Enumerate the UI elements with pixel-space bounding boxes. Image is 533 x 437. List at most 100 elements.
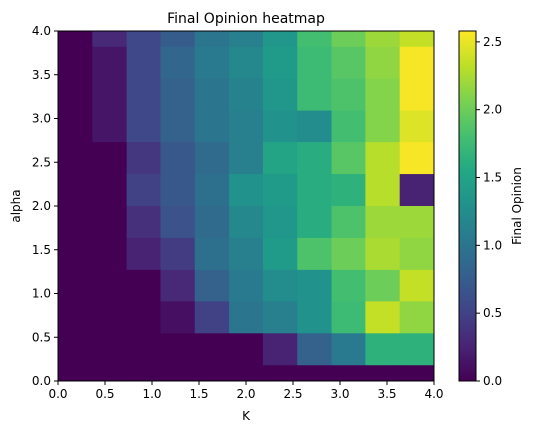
heatmap-cell — [92, 142, 128, 175]
heatmap-cell — [194, 269, 230, 302]
heatmap-cell — [92, 206, 128, 239]
heatmap-cell — [297, 174, 333, 207]
heatmap-cell — [399, 78, 434, 112]
heatmap-cell — [229, 31, 264, 48]
x-tick-label: 0.0 — [48, 387, 67, 401]
heatmap-cell — [331, 206, 366, 239]
heatmap-cell — [365, 206, 401, 239]
heatmap-cell — [297, 31, 333, 48]
colorbar-tick-label: 1.5 — [483, 171, 502, 185]
heatmap-cell — [297, 333, 333, 366]
colorbar-tick-label: 1.0 — [483, 238, 502, 252]
heatmap-cell — [160, 31, 196, 48]
x-axis-ticks: 0.0 0.5 1.0 1.5 2.0 2.5 3.0 3.5 4.0 — [48, 381, 444, 401]
heatmap-cell — [365, 365, 401, 381]
heatmap-cell — [297, 269, 333, 302]
heatmap-cell — [399, 269, 434, 302]
heatmap-cell — [58, 31, 93, 48]
x-tick-label: 3.0 — [330, 387, 349, 401]
heatmap-cell — [58, 46, 93, 80]
heatmap-cell — [229, 142, 264, 175]
heatmap-cell — [297, 237, 333, 271]
heatmap-cell — [297, 46, 333, 80]
y-tick-label: 0.5 — [32, 330, 51, 344]
heatmap-cell — [262, 269, 298, 302]
heatmap-cell — [194, 365, 230, 381]
heatmap-cell — [331, 174, 366, 207]
heatmap-cell — [229, 301, 264, 334]
heatmap-cell — [229, 206, 264, 239]
heatmap-cell — [126, 206, 161, 239]
heatmap-cell — [229, 365, 264, 381]
heatmap-cell — [365, 110, 401, 143]
heatmap-cell — [92, 269, 128, 302]
heatmap-cell — [194, 142, 230, 175]
heatmap-cell — [399, 237, 434, 271]
heatmap-cell — [399, 46, 434, 80]
heatmap-cell — [58, 174, 93, 207]
heatmap-cell — [92, 31, 128, 48]
y-axis-label: alpha — [9, 189, 23, 222]
heatmap-cell — [399, 365, 434, 381]
heatmap-cell — [194, 333, 230, 366]
colorbar-tick-label: 2.5 — [483, 35, 502, 49]
heatmap-cell — [399, 174, 434, 207]
heatmap-cell — [126, 78, 161, 112]
heatmap-cell — [297, 110, 333, 143]
heatmap-cell — [126, 174, 161, 207]
heatmap-cell — [194, 206, 230, 239]
heatmap-cell — [126, 142, 161, 175]
heatmap-cell — [399, 206, 434, 239]
heatmap-cell — [126, 365, 161, 381]
heatmap-cell — [160, 78, 196, 112]
heatmap-cell — [365, 174, 401, 207]
y-tick-label: 1.0 — [32, 287, 51, 301]
heatmap-cell — [92, 174, 128, 207]
heatmap-cell — [229, 237, 264, 271]
x-tick-label: 1.5 — [189, 387, 208, 401]
heatmap-cell — [331, 333, 366, 366]
heatmap-cell — [194, 174, 230, 207]
colorbar-tick-label: 2.0 — [483, 103, 502, 117]
chart-title: Final Opinion heatmap — [167, 11, 325, 27]
y-tick-label: 3.5 — [32, 68, 51, 82]
y-tick-label: 4.0 — [32, 24, 51, 38]
heatmap-cell — [262, 142, 298, 175]
heatmap-cell — [58, 206, 93, 239]
heatmap-cell — [331, 365, 366, 381]
heatmap-cell — [262, 237, 298, 271]
colorbar-ticks: 0.0 0.5 1.0 1.5 2.0 2.5 — [476, 35, 502, 388]
x-tick-label: 4.0 — [424, 387, 443, 401]
heatmap-cell — [126, 46, 161, 80]
heatmap-cell — [262, 333, 298, 366]
colorbar-tick-label: 0.0 — [483, 374, 502, 388]
y-tick-label: 3.0 — [32, 112, 51, 126]
heatmap-cell — [365, 142, 401, 175]
x-tick-label: 2.0 — [236, 387, 255, 401]
heatmap-cell — [92, 301, 128, 334]
heatmap-cell — [365, 31, 401, 48]
heatmap-cell — [194, 110, 230, 143]
colorbar-label: Final Opinion — [510, 167, 524, 245]
heatmap-cell — [58, 365, 93, 381]
heatmap-cell — [160, 269, 196, 302]
heatmap-cell — [160, 174, 196, 207]
heatmap-cell — [126, 269, 161, 302]
heatmap-cell — [58, 78, 93, 112]
y-tick-label: 0.0 — [32, 374, 51, 388]
heatmap-cell — [160, 365, 196, 381]
heatmap-cell — [365, 301, 401, 334]
heatmap-cell — [262, 365, 298, 381]
x-tick-label: 1.0 — [142, 387, 161, 401]
heatmap-cell — [331, 110, 366, 143]
heatmap-cell — [92, 365, 128, 381]
heatmap-cell — [229, 333, 264, 366]
heatmap-cells — [58, 31, 434, 381]
heatmap-cell — [229, 269, 264, 302]
heatmap-cell — [262, 206, 298, 239]
heatmap-cell — [262, 110, 298, 143]
heatmap-cell — [126, 237, 161, 271]
heatmap-cell — [92, 333, 128, 366]
heatmap-cell — [58, 237, 93, 271]
